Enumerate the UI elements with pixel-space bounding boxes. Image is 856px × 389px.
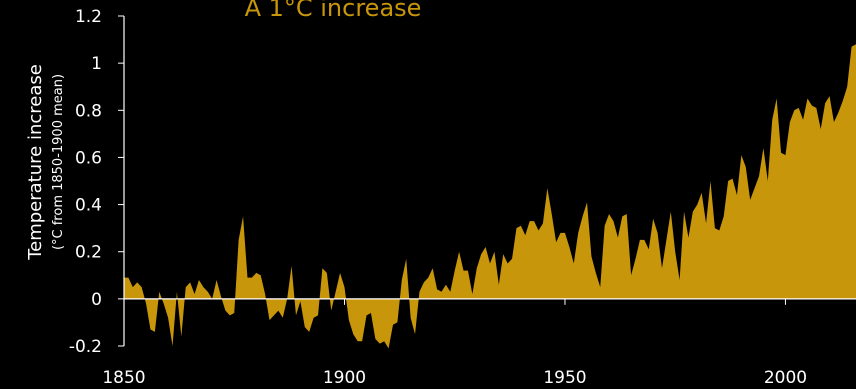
y-tick-label: 1.2: [75, 7, 102, 27]
y-tick-label: 0.6: [75, 148, 102, 168]
y-tick-label: -0.2: [69, 337, 102, 357]
y-tick-label: 0.8: [75, 101, 102, 121]
x-axis-ticks: 1850 1900 1950 2000: [102, 298, 807, 388]
y-tick-label: 1: [91, 54, 102, 74]
chart-title: A 1°C increase: [245, 0, 422, 22]
temperature-area-series: [124, 44, 856, 349]
x-tick-label: 1900: [323, 368, 366, 388]
x-tick-label: 2000: [764, 368, 807, 388]
plot-area: [124, 44, 856, 349]
x-tick-label: 1950: [543, 368, 586, 388]
y-axis-sublabel: (°C from 1850-1900 mean): [51, 74, 66, 250]
y-tick-label: 0.4: [75, 196, 102, 216]
x-tick-label: 1850: [102, 368, 145, 388]
y-axis-label: Temperature increase: [25, 64, 46, 261]
y-tick-label: 0.2: [75, 243, 102, 263]
y-tick-label: 0: [91, 290, 102, 310]
y-axis-ticks: -0.2 0 0.2 0.4 0.6 0.8 1 1.2: [69, 7, 124, 357]
